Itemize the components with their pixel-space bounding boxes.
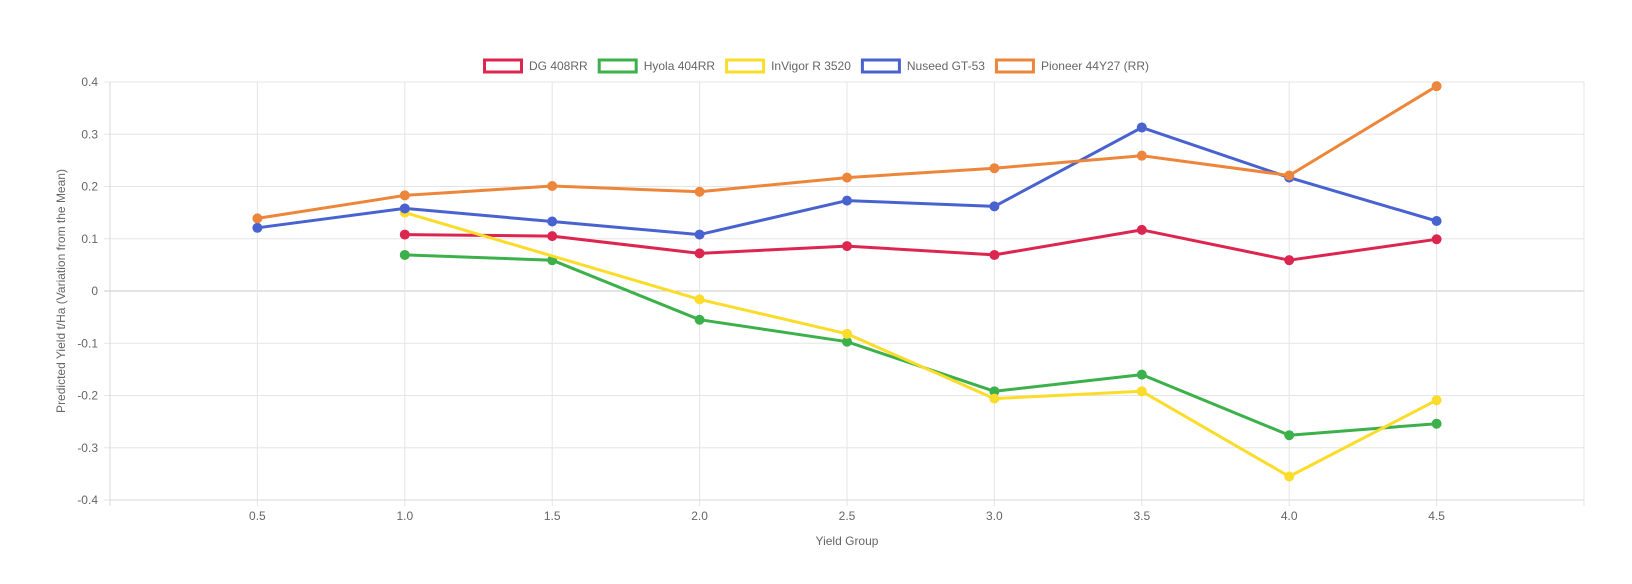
series-hyola-404rr [399, 249, 1442, 441]
data-point [989, 201, 1000, 212]
y-tick-label: 0.3 [81, 127, 98, 141]
x-tick-label: 4.5 [1428, 509, 1445, 523]
series-line [403, 228, 1439, 262]
data-point [989, 393, 1000, 404]
data-point [1136, 224, 1147, 235]
legend-swatch [860, 58, 901, 74]
data-point [1284, 471, 1295, 482]
y-tick-label: -0.3 [77, 441, 98, 455]
y-tick-label: 0 [91, 284, 98, 298]
data-point [1431, 418, 1442, 429]
data-point [1284, 430, 1295, 441]
legend-item: Hyola 404RR [597, 58, 716, 74]
data-point [252, 213, 263, 224]
x-tick-label: 1.0 [396, 509, 413, 523]
data-point [1136, 150, 1147, 161]
data-point [842, 241, 852, 252]
data-point [842, 328, 852, 339]
data-point [399, 229, 410, 240]
data-point [694, 248, 705, 259]
legend-label: InVigor R 3520 [771, 59, 851, 73]
data-point [1431, 234, 1442, 245]
series-dg-408rr [399, 224, 1442, 266]
data-point [399, 249, 410, 260]
legend-swatch [597, 58, 638, 74]
legend-swatch [725, 58, 766, 74]
y-tick-label: -0.1 [77, 336, 98, 350]
data-point [842, 195, 852, 206]
data-point [547, 216, 558, 227]
y-tick-label: 0.1 [81, 232, 98, 246]
data-point [1284, 255, 1295, 266]
series-pioneer-44y27-rr [252, 81, 1442, 224]
series-line [403, 211, 1439, 478]
series-group [252, 81, 1442, 482]
legend-label: Nuseed GT-53 [907, 59, 985, 73]
legend-label: DG 408RR [529, 59, 588, 73]
data-point [694, 314, 705, 325]
legend-swatch [483, 58, 524, 74]
data-point [252, 222, 263, 233]
legend: DG 408RR Hyola 404RR InVigor R 3520 Nuseed … [483, 58, 1149, 74]
x-tick-label: 0.5 [249, 509, 266, 523]
x-tick-label: 1.5 [544, 509, 561, 523]
x-tick-label: 3.5 [1133, 509, 1150, 523]
data-point [694, 229, 705, 240]
data-point [399, 203, 410, 214]
y-tick-label: -0.4 [77, 493, 98, 507]
x-tick-label: 2.5 [839, 509, 856, 523]
data-point [547, 180, 558, 191]
data-point [1431, 81, 1442, 92]
legend-label: Hyola 404RR [644, 59, 716, 73]
data-point [694, 294, 705, 305]
data-point [1431, 215, 1442, 226]
series-nuseed-gt-53 [252, 122, 1442, 240]
data-point [842, 172, 852, 183]
legend-label: Pioneer 44Y27 (RR) [1041, 59, 1149, 73]
data-point [399, 190, 410, 201]
axes: 0.4 0.3 0.2 0.1 0 -0.1 -0.2 -0.3 -0.4 0.5 1.0 1.5 2.… [77, 75, 1584, 523]
y-tick-label: 0.2 [81, 180, 98, 194]
data-point [1136, 122, 1147, 133]
x-axis-title: Yield Group [816, 534, 879, 548]
x-tick-label: 3.0 [986, 509, 1003, 523]
legend-item: Nuseed GT-53 [860, 58, 985, 74]
data-point [547, 231, 558, 242]
legend-item: DG 408RR [483, 58, 588, 74]
x-tick-label: 4.0 [1281, 509, 1298, 523]
y-tick-label: 0.4 [81, 75, 98, 89]
legend-item: Pioneer 44Y27 (RR) [994, 58, 1149, 74]
y-axis-title: Predicted Yield t/Ha (Variation from the… [54, 169, 68, 413]
data-point [1136, 369, 1147, 380]
legend-item: InVigor R 3520 [725, 58, 851, 74]
data-point [1431, 395, 1442, 406]
data-point [1284, 170, 1295, 181]
x-tick-label: 2.0 [691, 509, 708, 523]
y-tick-label: -0.2 [77, 389, 98, 403]
data-point [694, 186, 705, 197]
data-point [1136, 386, 1147, 397]
series-line [403, 253, 1439, 437]
legend-swatch [994, 58, 1035, 74]
grid [104, 81, 1585, 506]
data-point [989, 249, 1000, 260]
data-point [989, 163, 1000, 174]
